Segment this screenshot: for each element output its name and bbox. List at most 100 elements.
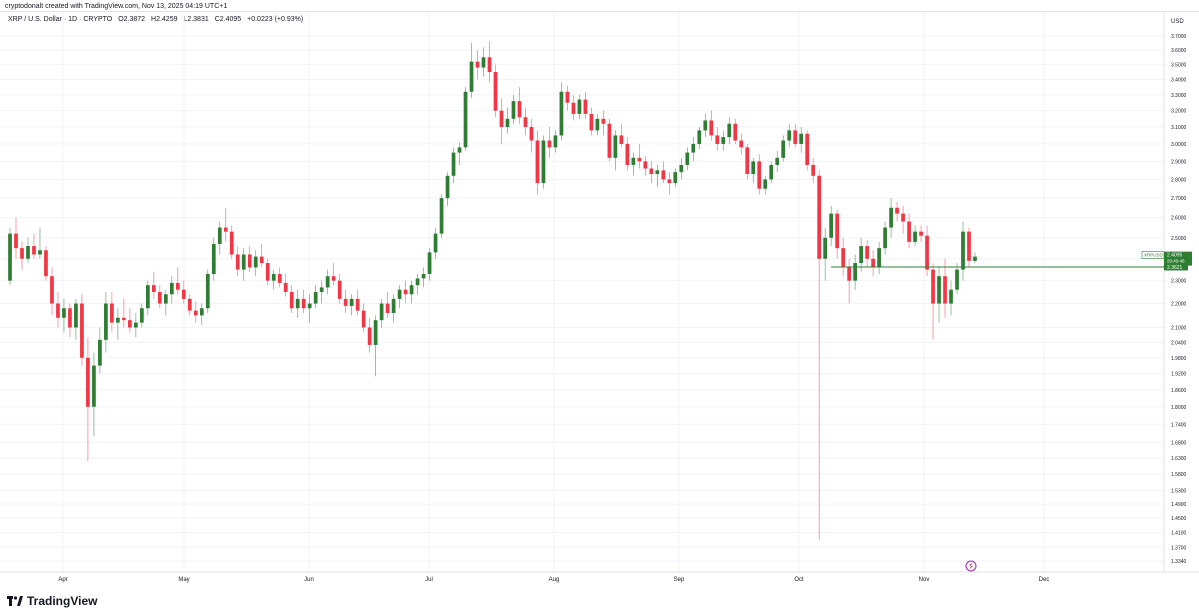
candle xyxy=(757,154,762,195)
candle xyxy=(241,248,246,281)
candle xyxy=(68,303,72,338)
candle-body xyxy=(457,147,462,153)
brand-name: TradingView xyxy=(27,594,98,608)
tradingview-logo-icon xyxy=(7,596,23,606)
candle xyxy=(223,207,228,242)
candle-body xyxy=(583,99,588,114)
candle-body xyxy=(128,320,132,328)
candle-body xyxy=(331,276,336,281)
candle-body xyxy=(907,221,911,242)
candle-body xyxy=(181,289,186,299)
candle xyxy=(205,269,210,313)
candle xyxy=(98,327,102,374)
candle xyxy=(86,337,90,462)
candle-body xyxy=(475,61,480,68)
candle xyxy=(889,198,893,238)
candle xyxy=(955,263,959,295)
price-tick-label: 3.6000 xyxy=(1171,48,1187,54)
candle-body xyxy=(931,269,935,304)
candle-body xyxy=(625,143,630,165)
candle-body xyxy=(409,285,414,295)
price-tick-label: 1.4500 xyxy=(1171,516,1187,522)
candle-body xyxy=(787,130,792,141)
candle xyxy=(565,85,570,111)
candle xyxy=(283,273,288,297)
candle-body xyxy=(193,310,198,316)
candle-body xyxy=(50,276,54,304)
candle-body xyxy=(571,102,576,114)
candle-body xyxy=(511,101,516,119)
price-tick-label: 1.5800 xyxy=(1171,472,1187,478)
candle xyxy=(847,258,851,304)
brand[interactable]: TradingView xyxy=(7,594,97,608)
time-tick-label: Sep xyxy=(674,577,685,583)
price-tick-label: 1.5300 xyxy=(1171,488,1187,494)
candle-body xyxy=(829,213,834,238)
candle xyxy=(265,258,270,286)
candle xyxy=(151,271,156,299)
candle xyxy=(589,107,594,136)
candle-body xyxy=(433,233,438,253)
ohlc-close: C2.4095 xyxy=(214,16,242,23)
candle-body xyxy=(697,130,702,144)
candle-body xyxy=(367,327,372,345)
candle xyxy=(715,127,720,151)
candle xyxy=(229,225,234,259)
candle xyxy=(679,157,684,180)
symbol-name[interactable]: XRP / U.S. Dollar · 1D · CRYPTO xyxy=(8,16,113,23)
ohlc-low: L2.3831 xyxy=(183,16,209,23)
candle-body xyxy=(313,291,318,304)
candle-body xyxy=(679,164,684,173)
candle xyxy=(493,64,498,118)
candle xyxy=(685,147,690,171)
candle-body xyxy=(703,120,708,131)
candle-body xyxy=(211,243,216,274)
candle-body xyxy=(319,287,324,292)
candle-body xyxy=(565,91,570,103)
candle-body xyxy=(925,235,929,270)
candle-body xyxy=(427,252,432,274)
candle xyxy=(925,225,929,277)
candle xyxy=(8,227,12,286)
level-tag-box xyxy=(1164,263,1188,271)
candle-body xyxy=(667,179,672,184)
candle-body xyxy=(253,256,258,268)
candle xyxy=(128,308,132,333)
candle-body xyxy=(187,298,192,311)
candle xyxy=(361,303,366,333)
candle xyxy=(409,280,414,304)
candle xyxy=(931,263,935,340)
candle xyxy=(547,127,552,158)
candle-body xyxy=(613,135,618,158)
time-axis[interactable]: Apr May Jun Jul Aug Sep Oct Nov Dec xyxy=(58,577,1049,583)
candle-body xyxy=(355,298,360,311)
candle xyxy=(835,209,840,259)
candle-body xyxy=(391,298,396,313)
candle-body xyxy=(949,289,953,304)
price-tick-label: 3.3000 xyxy=(1171,93,1187,99)
candle-body xyxy=(745,147,750,174)
candle xyxy=(505,107,510,134)
candle xyxy=(607,118,612,162)
candle-body xyxy=(937,276,941,304)
candle-body xyxy=(175,282,180,290)
candle xyxy=(367,317,372,353)
candle-body xyxy=(487,57,492,73)
candle-body xyxy=(134,322,138,328)
candle-body xyxy=(157,291,162,304)
price-axis[interactable]: 3.7000 3.6000 3.5000 3.4000 3.3000 3.2000 3.10… xyxy=(1171,34,1187,565)
candle xyxy=(427,248,432,281)
candle xyxy=(535,130,540,195)
replay-icon[interactable] xyxy=(965,560,977,572)
candle-body xyxy=(44,250,48,277)
time-tick-label: Jun xyxy=(304,577,314,583)
price-tick-label: 1.7400 xyxy=(1171,422,1187,428)
candle-body xyxy=(217,227,222,244)
candle-body xyxy=(379,303,384,321)
candle xyxy=(595,113,600,136)
candle xyxy=(289,285,294,313)
price-tick-label: 1.8000 xyxy=(1171,405,1187,411)
price-tick-label: 2.3000 xyxy=(1171,279,1187,285)
candle xyxy=(601,110,606,136)
